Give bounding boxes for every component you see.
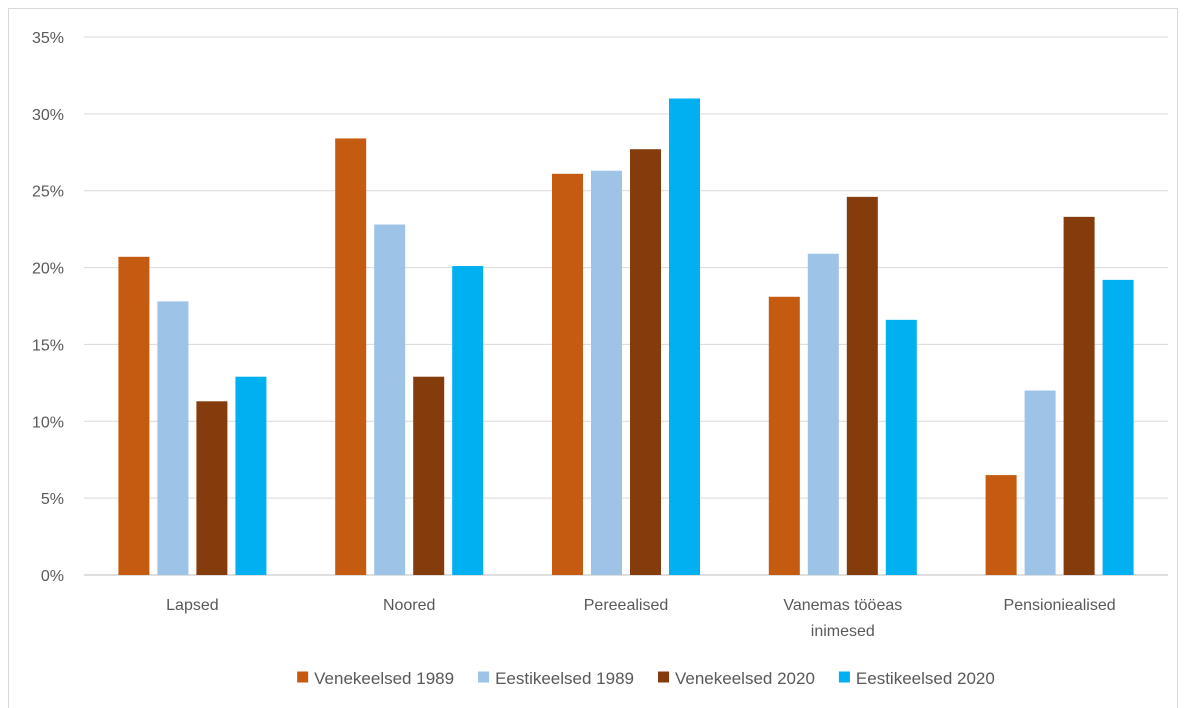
y-tick-label: 10% (32, 414, 64, 431)
bar (846, 196, 878, 575)
bar (118, 256, 150, 575)
bar (807, 253, 839, 576)
legend: Venekeelsed 1989 Eestikeelsed 1989 Venekee… (297, 669, 995, 688)
legend-item: Eestikeelsed 1989 (478, 669, 634, 688)
bar (235, 376, 267, 575)
x-tick-label: Vanemas tööeas inimesed (783, 597, 902, 640)
legend-label: Eestikeelsed 1989 (495, 669, 634, 688)
bar (1063, 216, 1095, 576)
legend-swatch (658, 671, 669, 683)
bar (768, 296, 800, 575)
legend-item: Venekeelsed 1989 (297, 669, 454, 688)
bar (452, 266, 484, 575)
y-tick-label: 15% (32, 337, 64, 354)
legend-swatch (478, 671, 490, 683)
x-tick-label: Pensioniealised (1004, 597, 1116, 614)
bar (669, 98, 700, 575)
x-axis-ticks: Lapsed Noored Pereealised Vanemas tööeas ini… (166, 597, 1115, 640)
bar (374, 224, 406, 575)
legend-label: Venekeelsed 2020 (675, 669, 815, 688)
bar (885, 319, 917, 575)
bar (196, 401, 228, 575)
bar (413, 376, 445, 575)
legend-label: Eestikeelsed 2020 (856, 669, 995, 688)
y-tick-label: 30% (32, 107, 64, 124)
legend-item: Venekeelsed 2020 (658, 669, 815, 688)
bar (157, 301, 189, 575)
y-tick-label: 25% (32, 184, 64, 201)
y-tick-label: 20% (32, 261, 64, 278)
x-tick-label: Lapsed (166, 597, 219, 614)
bar (985, 475, 1017, 575)
x-tick-label: Noored (383, 597, 435, 614)
x-tick-label: Pereealised (584, 597, 669, 614)
legend-item: Eestikeelsed 2020 (838, 669, 995, 688)
y-tick-label: 35% (32, 30, 64, 47)
legend-label: Venekeelsed 1989 (314, 669, 454, 688)
bar (1024, 390, 1056, 575)
bar (552, 173, 583, 575)
y-axis-ticks: 0% 5% 10% 15% 20% 25% 30% 35% (32, 30, 64, 585)
bar (1102, 279, 1134, 575)
y-tick-label: 5% (41, 491, 64, 508)
bar (335, 138, 367, 576)
bar (591, 170, 622, 575)
y-tick-label: 0% (41, 568, 64, 585)
bars (118, 98, 1134, 576)
legend-swatch (297, 671, 309, 683)
legend-swatch (838, 671, 850, 683)
bar (630, 149, 661, 575)
